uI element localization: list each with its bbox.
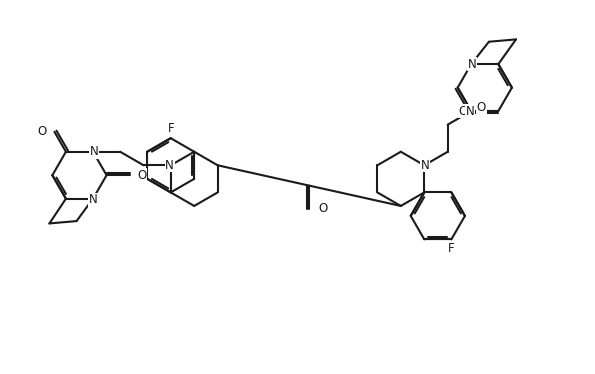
- Text: O: O: [137, 169, 146, 182]
- Text: O: O: [477, 101, 486, 114]
- Text: N: N: [466, 105, 474, 117]
- Text: N: N: [468, 58, 477, 71]
- Text: N: N: [165, 159, 174, 172]
- Text: F: F: [167, 122, 174, 135]
- Text: N: N: [90, 145, 99, 158]
- Text: N: N: [89, 193, 98, 206]
- Text: O: O: [37, 125, 47, 138]
- Text: O: O: [318, 202, 327, 215]
- Text: N: N: [421, 159, 430, 172]
- Text: F: F: [448, 242, 455, 255]
- Text: O: O: [458, 105, 468, 117]
